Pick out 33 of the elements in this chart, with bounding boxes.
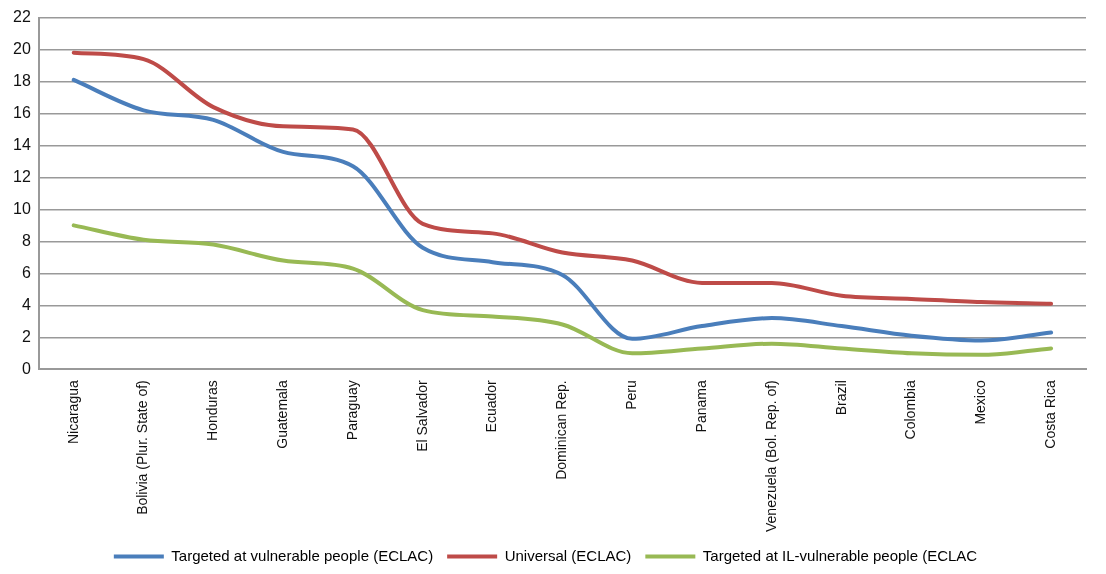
x-tick-label: Venezuela (Bol. Rep. of) [762, 380, 779, 533]
legend-label: Targeted at IL-vulnerable people (ECLAC [702, 546, 978, 564]
line-series [71, 223, 1054, 357]
y-tick-label: 14 [13, 135, 31, 153]
y-tick-label: 18 [13, 71, 31, 89]
x-tick-label: Bolivia (Plur. State of) [134, 380, 151, 515]
legend-label: Universal (ECLAC) [504, 546, 632, 564]
line-series [71, 77, 1054, 343]
x-tick-label: Panama [692, 380, 709, 433]
x-tick-label: Honduras [204, 380, 221, 441]
y-tick-label: 4 [21, 295, 31, 313]
y-tick-label: 20 [13, 39, 31, 57]
y-tick-label: 16 [13, 103, 31, 121]
y-tick-label: 0 [21, 359, 31, 377]
x-tick-label: Peru [623, 380, 640, 410]
y-tick-label: 10 [13, 199, 31, 217]
y-tick-label: 8 [21, 231, 31, 249]
y-tick-label: 6 [21, 263, 31, 281]
legend-label: Targeted at vulnerable people (ECLAC) [171, 546, 434, 564]
y-tick-label: 2 [21, 327, 31, 345]
x-tick-label: El Salvador [413, 379, 430, 452]
x-tick-label: Guatemala [274, 380, 290, 449]
y-tick-label: 12 [13, 167, 31, 185]
line-series [71, 50, 1054, 306]
x-tick-label: Colombia [902, 380, 919, 440]
x-tick-label: Costa Rica [1041, 380, 1058, 449]
x-tick-label: Brazil [832, 380, 849, 416]
x-tick-label: Dominican Rep. [553, 380, 570, 480]
x-tick-label: Mexico [972, 380, 989, 425]
x-tick-label: Ecuador [483, 379, 500, 433]
x-tick-label: Nicaragua [64, 380, 81, 445]
y-tick-label: 22 [13, 8, 31, 26]
x-tick-label: Paraguay [343, 380, 360, 441]
